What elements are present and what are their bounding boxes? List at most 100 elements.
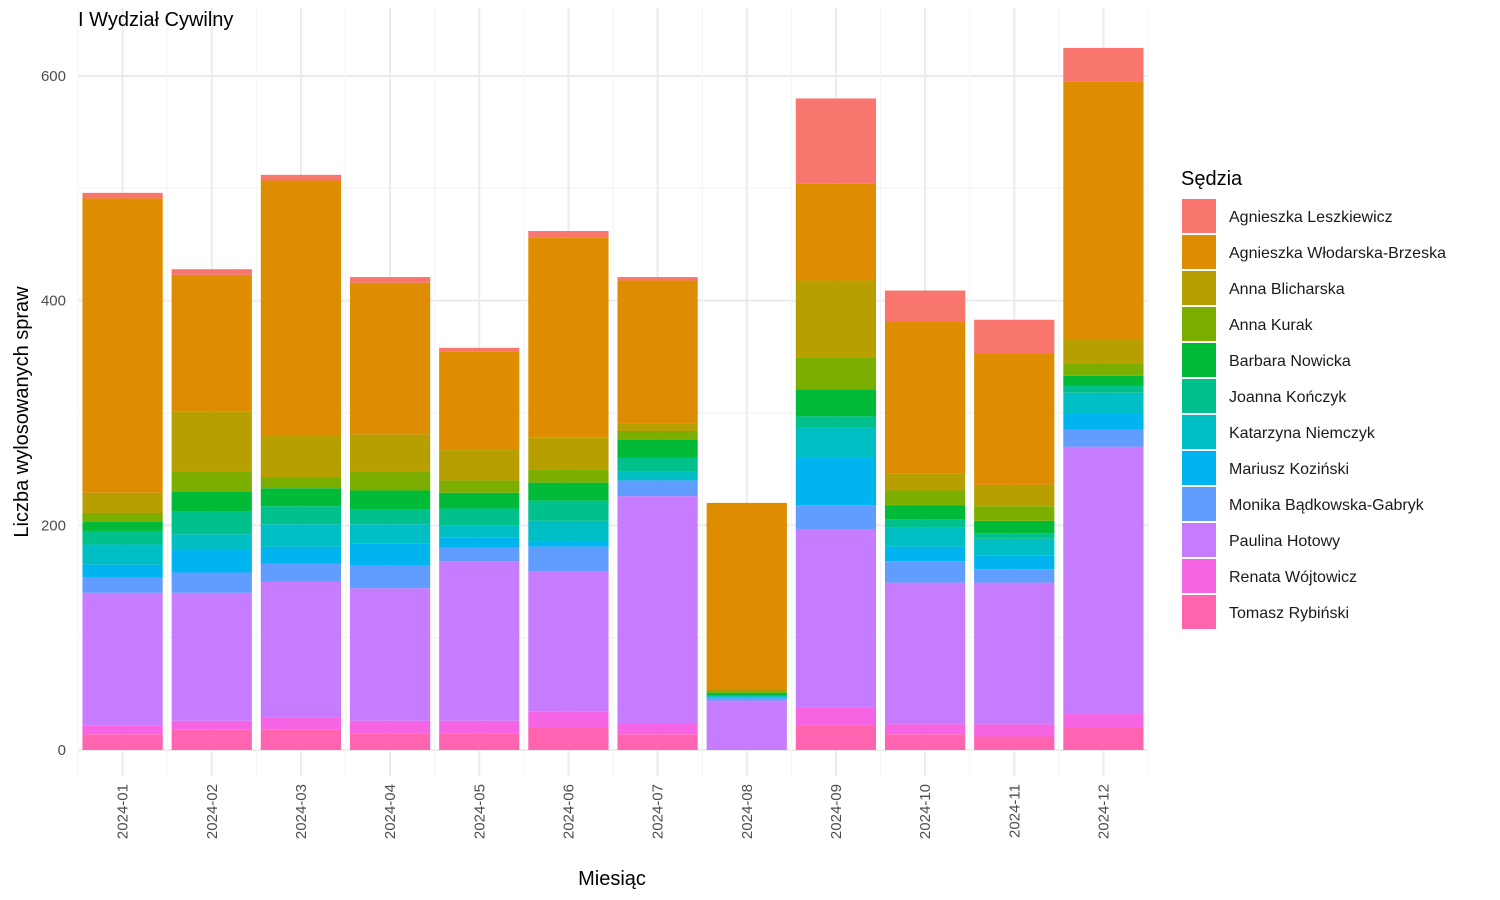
bar-segment: Agnieszka Leszkiewicz – 2024-12: 30 (1063, 47, 1144, 82)
bar-segment: Mariusz Koziński – 2024-06: 5 (528, 541, 609, 547)
legend-key (1182, 235, 1216, 269)
bar-segment: Renata Wójtowicz – 2024-07: 10 (617, 723, 698, 735)
x-tick-label: 2024-12 (1095, 784, 1112, 839)
bar-segment: Tomasz Rybiński – 2024-03: 18 (260, 729, 342, 750)
legend-label: Katarzyna Niemczyk (1229, 425, 1376, 442)
bar-segment: Renata Wójtowicz – 2024-11: 11 (974, 724, 1055, 737)
legend-key (1182, 451, 1216, 485)
bar-segment: Joanna Kończyk – 2024-08: 1 (706, 694, 787, 697)
bars: Tomasz Rybiński – 2024-01: 14Renata Wójt… (82, 47, 1144, 750)
bar-segment: Agnieszka Leszkiewicz – 2024-03: 5 (260, 174, 342, 181)
bar-segment: Monika Bądkowska-Gabryk – 2024-02: 18 (171, 572, 252, 593)
bar-segment: Mariusz Koziński – 2024-11: 12 (974, 555, 1055, 570)
legend-key (1182, 595, 1216, 629)
bar-segment: Anna Blicharska – 2024-10: 15 (884, 473, 966, 491)
bar-segment: Anna Blicharska – 2024-09: 69 (795, 280, 877, 358)
bar-segment: Agnieszka Leszkiewicz – 2024-05: 3 (439, 347, 520, 352)
x-tick-label: 2024-05 (471, 784, 488, 839)
bar-segment: Barbara Nowicka – 2024-09: 24 (795, 389, 877, 417)
bar-segment: Joanna Kończyk – 2024-09: 10 (795, 416, 877, 428)
bar-segment: Agnieszka Włodarska-Brzeska – 2024-02: 1… (171, 274, 252, 412)
x-tick-label: 2024-07 (650, 784, 667, 839)
legend-key (1182, 559, 1216, 593)
legend-label: Joanna Kończyk (1229, 389, 1347, 406)
bar-segment: Barbara Nowicka – 2024-08: 2 (706, 692, 787, 695)
bar-segment: Agnieszka Leszkiewicz – 2024-01: 5 (82, 192, 163, 199)
bar-segment: Anna Blicharska – 2024-07: 7 (617, 423, 698, 431)
bar-segment: Paulina Hotowy – 2024-09: 158 (795, 529, 877, 708)
bar-segment: Katarzyna Niemczyk – 2024-03: 20 (260, 524, 342, 547)
bar-segment: Katarzyna Niemczyk – 2024-10: 17 (884, 527, 966, 547)
bar-segment: Mariusz Koziński – 2024-04: 20 (349, 543, 431, 566)
bar-segment: Agnieszka Włodarska-Brzeska – 2024-01: 2… (82, 198, 163, 493)
x-tick-label: 2024-09 (828, 784, 845, 839)
legend-label: Mariusz Koziński (1229, 461, 1349, 478)
bar-segment: Anna Blicharska – 2024-06: 28 (528, 437, 609, 470)
bar-segment: Barbara Nowicka – 2024-10: 13 (884, 505, 966, 520)
bar-segment: Monika Bądkowska-Gabryk – 2024-06: 22 (528, 546, 609, 572)
bar-segment: Monika Bądkowska-Gabryk – 2024-03: 16 (260, 563, 342, 582)
legend-label: Renata Wójtowicz (1229, 569, 1357, 586)
bar-segment: Tomasz Rybiński – 2024-12: 20 (1063, 727, 1144, 750)
bar-segment: Tomasz Rybiński – 2024-10: 14 (884, 734, 966, 750)
bar-segment: Monika Bądkowska-Gabryk – 2024-04: 20 (349, 565, 431, 589)
bar-segment: Agnieszka Włodarska-Brzeska – 2024-03: 2… (260, 180, 342, 436)
legend-label: Anna Blicharska (1229, 281, 1345, 298)
x-tick-label: 2024-11 (1006, 784, 1023, 838)
bar-segment: Monika Bądkowska-Gabryk – 2024-08: 2 (706, 698, 787, 701)
x-tick-label: 2024-10 (917, 784, 934, 839)
bar-segment: Anna Blicharska – 2024-11: 19 (974, 484, 1055, 507)
bar-segment: Joanna Kończyk – 2024-04: 13 (349, 509, 431, 525)
legend-key (1182, 415, 1216, 449)
bar-segment: Monika Bądkowska-Gabryk – 2024-05: 12 (439, 547, 520, 562)
bar-segment: Agnieszka Włodarska-Brzeska – 2024-06: 1… (528, 237, 609, 438)
bar-segment: Agnieszka Leszkiewicz – 2024-06: 6 (528, 231, 609, 238)
bar-segment: Anna Kurak – 2024-06: 12 (528, 469, 609, 483)
x-tick-label: 2024-08 (739, 784, 756, 839)
bar-segment: Anna Kurak – 2024-11: 13 (974, 506, 1055, 521)
bar-segment: Agnieszka Włodarska-Brzeska – 2024-05: 8… (439, 351, 520, 451)
bar-segment: Agnieszka Leszkiewicz – 2024-09: 76 (795, 98, 877, 184)
legend-key (1182, 379, 1216, 413)
legend-key (1182, 199, 1216, 233)
bar-segment: Agnieszka Włodarska-Brzeska – 2024-09: 8… (795, 183, 877, 281)
bar-segment: Katarzyna Niemczyk – 2024-05: 11 (439, 525, 520, 538)
bar-segment: Anna Kurak – 2024-10: 13 (884, 490, 966, 506)
bar-segment: Renata Wójtowicz – 2024-09: 16 (795, 707, 877, 726)
x-axis-title: Miesiąc (578, 868, 646, 890)
bar-segment: Anna Blicharska – 2024-03: 37 (260, 435, 342, 478)
bar-segment: Agnieszka Włodarska-Brzeska – 2024-04: 1… (349, 282, 431, 435)
bar-segment: Paulina Hotowy – 2024-02: 114 (171, 592, 252, 721)
bar-segment: Joanna Kończyk – 2024-06: 18 (528, 500, 609, 521)
bar-segment: Barbara Nowicka – 2024-05: 14 (439, 492, 520, 509)
x-tick-label: 2024-06 (560, 784, 577, 839)
bar-segment: Tomasz Rybiński – 2024-02: 18 (171, 729, 252, 750)
bar-segment: Monika Bądkowska-Gabryk – 2024-10: 19 (884, 561, 966, 583)
legend-label: Tomasz Rybiński (1229, 605, 1349, 622)
bar-segment: Renata Wójtowicz – 2024-03: 11 (260, 717, 342, 730)
bar-segment: Renata Wójtowicz – 2024-02: 8 (171, 720, 252, 730)
bar-segment: Agnieszka Leszkiewicz – 2024-04: 5 (349, 277, 431, 283)
bar-segment: Mariusz Koziński – 2024-12: 15 (1063, 413, 1144, 430)
legend-label: Agnieszka Włodarska-Brzeska (1229, 245, 1446, 262)
bar-segment: Paulina Hotowy – 2024-10: 126 (884, 582, 966, 725)
bar-segment: Monika Bądkowska-Gabryk – 2024-12: 15 (1063, 429, 1144, 447)
chart-title: I Wydział Cywilny (78, 9, 233, 31)
bar-segment: Barbara Nowicka – 2024-07: 16 (617, 439, 698, 458)
bar-segment: Agnieszka Leszkiewicz – 2024-02: 5 (171, 269, 252, 275)
bar-segment: Anna Blicharska – 2024-12: 21 (1063, 339, 1144, 364)
y-tick-label: 200 (41, 517, 66, 534)
legend: Sędzia Agnieszka Leszkiewicz Agnieszka Wł… (1181, 168, 1446, 629)
bar-segment: Paulina Hotowy – 2024-08: 44 (706, 700, 787, 750)
legend-label: Agnieszka Leszkiewicz (1229, 209, 1393, 226)
bar-segment: Barbara Nowicka – 2024-01: 8 (82, 521, 163, 531)
bar-segment: Joanna Kończyk – 2024-01: 12 (82, 530, 163, 545)
bar-segment: Monika Bądkowska-Gabryk – 2024-01: 14 (82, 577, 163, 593)
bar-segment: Tomasz Rybiński – 2024-07: 14 (617, 734, 698, 750)
y-tick-label: 0 (58, 742, 66, 759)
bar-segment: Mariusz Koziński – 2024-10: 13 (884, 546, 966, 562)
bar-segment: Anna Kurak – 2024-02: 18 (171, 471, 252, 492)
y-tick-label: 400 (41, 293, 66, 310)
bar-segment: Katarzyna Niemczyk – 2024-04: 17 (349, 524, 431, 544)
